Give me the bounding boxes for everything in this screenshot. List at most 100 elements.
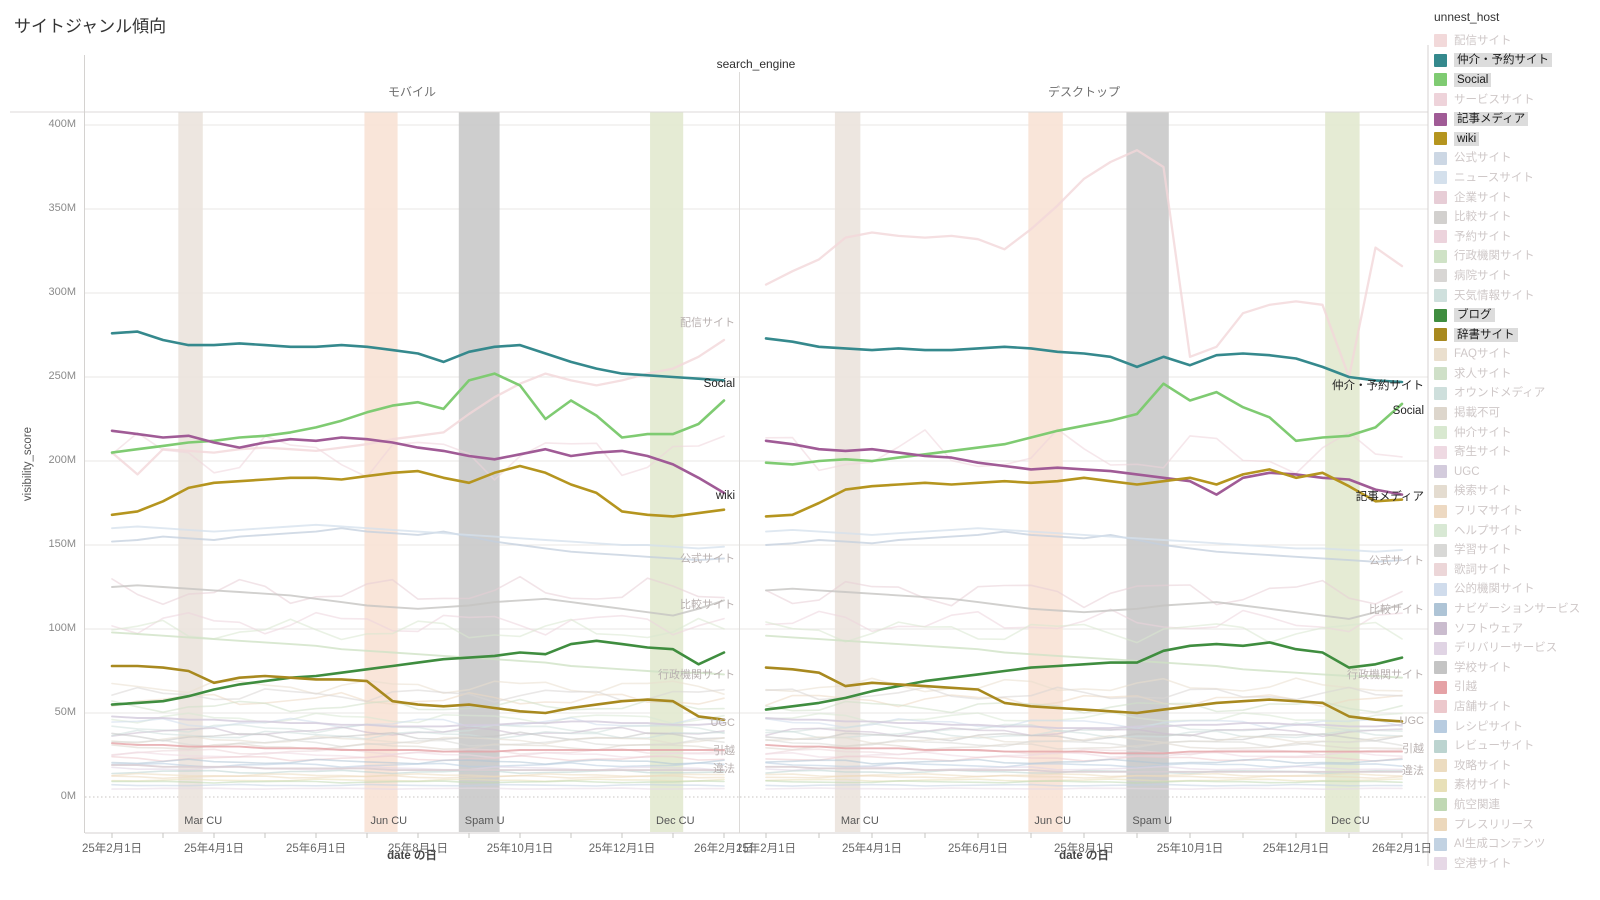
legend-item-辞書サイト[interactable]: 辞書サイト [1434, 325, 1600, 345]
legend-item-配信サイト[interactable]: 配信サイト [1434, 31, 1600, 51]
series-line-仲介・予約サイト[interactable] [764, 337, 1404, 384]
series-line-寄生サイト[interactable] [765, 751, 1403, 759]
series-line-企業サイト[interactable] [111, 575, 725, 606]
legend-item-攻略サイト[interactable]: 攻略サイト [1434, 756, 1600, 776]
legend-item-公的機関サイト[interactable]: 公的機関サイト [1434, 580, 1600, 600]
series-line-空港サイト[interactable] [111, 787, 725, 791]
series-line-病院サイト[interactable] [765, 686, 1403, 701]
series-line-仲介サイト[interactable] [765, 621, 1403, 644]
legend-item-AI生成コンテンツ[interactable]: AI生成コンテンツ [1434, 834, 1600, 854]
legend-item-航空関連[interactable]: 航空関連 [1434, 795, 1600, 815]
series-line-サービスサイト[interactable] [111, 432, 725, 481]
series-line-求人サイト[interactable] [111, 698, 725, 714]
legend-item-Social[interactable]: Social [1434, 70, 1600, 90]
legend-item-病院サイト[interactable]: 病院サイト [1434, 266, 1600, 286]
series-line-空港サイト[interactable] [765, 787, 1403, 791]
legend-item-歌詞サイト[interactable]: 歌詞サイト [1434, 560, 1600, 580]
legend-item-企業サイト[interactable]: 企業サイト [1434, 188, 1600, 208]
legend-item-店舗サイト[interactable]: 店舗サイト [1434, 697, 1600, 717]
series-line-天気情報サイト[interactable] [111, 723, 725, 735]
series-line-行政機関サイト[interactable] [111, 631, 725, 676]
series-line-航空関連[interactable] [765, 779, 1403, 784]
series-line-引越[interactable] [765, 743, 1403, 755]
legend-item-検索サイト[interactable]: 検索サイト [1434, 482, 1600, 502]
legend-item-仲介サイト[interactable]: 仲介サイト [1434, 423, 1600, 443]
series-line-店舗サイト[interactable] [111, 754, 725, 763]
legend-item-ナビゲーションサービス[interactable]: ナビゲーションサービス [1434, 599, 1600, 619]
series-line-配信サイト[interactable] [110, 338, 726, 476]
series-line-辞書サイト[interactable] [764, 666, 1404, 723]
series-line-寄生サイト[interactable] [111, 751, 725, 759]
legend-item-プレスリリース[interactable]: プレスリリース [1434, 815, 1600, 835]
series-line-AI生成コンテンツ[interactable] [765, 783, 1403, 787]
series-line-プレスリリース[interactable] [765, 774, 1403, 780]
legend-item-学校サイト[interactable]: 学校サイト [1434, 658, 1600, 678]
legend-item-素材サイト[interactable]: 素材サイト [1434, 776, 1600, 796]
legend-item-記事メディア[interactable]: 記事メディア [1434, 109, 1600, 129]
series-line-天気情報サイト[interactable] [765, 722, 1403, 733]
series-line-予約サイト[interactable] [111, 611, 725, 636]
series-line-UGC[interactable] [111, 715, 725, 728]
series-line-ニュースサイト[interactable] [111, 523, 725, 550]
series-line-ニュースサイト[interactable] [765, 527, 1403, 553]
series-line-UGC[interactable] [765, 717, 1403, 730]
series-line-素材サイト[interactable] [765, 778, 1403, 783]
legend-item-寄生サイト[interactable]: 寄生サイト [1434, 442, 1600, 462]
series-line-引越[interactable] [111, 742, 725, 753]
series-line-Social[interactable] [110, 372, 726, 454]
series-line-行政機関サイト[interactable] [765, 634, 1403, 679]
legend-item-フリマサイト[interactable]: フリマサイト [1434, 501, 1600, 521]
series-line-公式サイト[interactable] [111, 527, 725, 562]
legend-item-仲介・予約サイト[interactable]: 仲介・予約サイト [1434, 51, 1600, 71]
legend-item-行政機関サイト[interactable]: 行政機関サイト [1434, 247, 1600, 267]
series-line-wiki[interactable] [764, 468, 1404, 518]
legend-item-天気情報サイト[interactable]: 天気情報サイト [1434, 286, 1600, 306]
legend-item-ニュースサイト[interactable]: ニュースサイト [1434, 168, 1600, 188]
series-line-掲載不可[interactable] [765, 742, 1403, 751]
legend-item-サービスサイト[interactable]: サービスサイト [1434, 90, 1600, 110]
series-line-記事メディア[interactable] [764, 439, 1404, 496]
series-line-プレスリリース[interactable] [111, 774, 725, 780]
legend-item-wiki[interactable]: wiki [1434, 129, 1600, 149]
legend-item-デリバリーサービス[interactable]: デリバリーサービス [1434, 638, 1600, 658]
legend-item-学習サイト[interactable]: 学習サイト [1434, 540, 1600, 560]
series-line-ナビゲーションサービス[interactable] [765, 758, 1403, 765]
series-line-配信サイト[interactable] [764, 149, 1404, 379]
series-line-辞書サイト[interactable] [110, 664, 726, 722]
series-line-学校サイト[interactable] [765, 732, 1403, 742]
series-line-学校サイト[interactable] [111, 731, 725, 742]
legend-item-ブログ[interactable]: ブログ [1434, 305, 1600, 325]
series-line-求人サイト[interactable] [765, 700, 1403, 714]
legend-item-比較サイト[interactable]: 比較サイト [1434, 207, 1600, 227]
legend-item-予約サイト[interactable]: 予約サイト [1434, 227, 1600, 247]
series-line-航空関連[interactable] [111, 780, 725, 784]
series-line-Social[interactable] [764, 382, 1404, 466]
legend-item-公式サイト[interactable]: 公式サイト [1434, 149, 1600, 169]
series-line-店舗サイト[interactable] [765, 755, 1403, 763]
series-line-FAQサイト[interactable] [765, 677, 1403, 693]
series-line-ブログ[interactable] [110, 639, 726, 706]
legend-item-レシピサイト[interactable]: レシピサイト [1434, 717, 1600, 737]
legend-item-引越[interactable]: 引越 [1434, 678, 1600, 698]
series-line-掲載不可[interactable] [111, 742, 725, 752]
series-line-AI生成コンテンツ[interactable] [111, 783, 725, 787]
series-line-比較サイト[interactable] [111, 584, 725, 617]
series-line-サービスサイト[interactable] [765, 428, 1403, 475]
legend-item-UGC[interactable]: UGC [1434, 462, 1600, 482]
series-line-企業サイト[interactable] [765, 579, 1403, 609]
legend-item-求人サイト[interactable]: 求人サイト [1434, 364, 1600, 384]
series-line-ヘルプサイト[interactable] [765, 711, 1403, 724]
legend-item-空港サイト[interactable]: 空港サイト [1434, 854, 1600, 874]
series-line-ヘルプサイト[interactable] [111, 712, 725, 725]
series-line-仲介・予約サイト[interactable] [110, 330, 726, 382]
legend-item-ヘルプサイト[interactable]: ヘルプサイト [1434, 521, 1600, 541]
series-line-デリバリーサービス[interactable] [765, 765, 1403, 772]
series-line-フリマサイト[interactable] [111, 691, 725, 708]
series-line-wiki[interactable] [110, 464, 726, 518]
series-line-違法[interactable] [765, 765, 1403, 773]
legend-item-ソフトウェア[interactable]: ソフトウェア [1434, 619, 1600, 639]
series-line-違法[interactable] [111, 764, 725, 772]
legend-item-掲載不可[interactable]: 掲載不可 [1434, 403, 1600, 423]
series-line-学習サイト[interactable] [765, 738, 1403, 749]
series-line-検索サイト[interactable] [111, 735, 725, 745]
